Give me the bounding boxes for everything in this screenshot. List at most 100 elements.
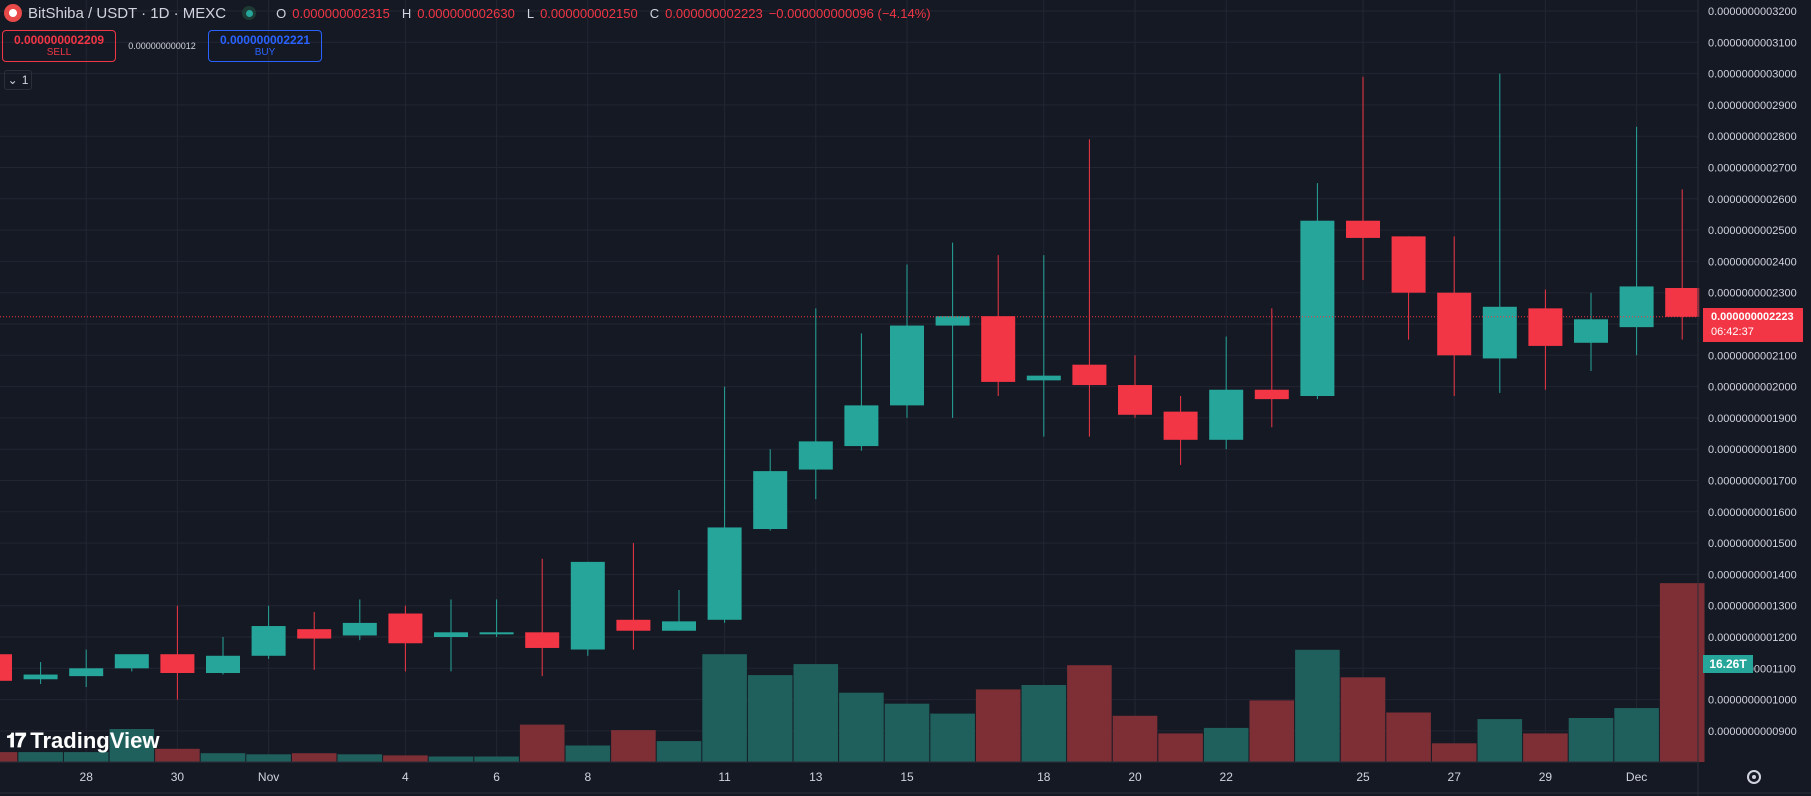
volume-bar [428,756,474,762]
volume-bar [337,754,383,762]
price-tick-label: 0.0000000001900 [1708,413,1797,425]
price-tick-label: 0.0000000001500 [1708,538,1797,550]
ohlc-change-value: −0.000000000096 (−4.14%) [768,5,931,21]
candle-body [1437,292,1472,356]
volume-bar [839,692,884,762]
candle-body [616,619,651,631]
spread-value: 0.000000000012 [128,41,196,51]
price-tick-label: 0.0000000002600 [1708,194,1797,206]
time-tick-label: 15 [900,770,914,784]
time-tick-label: 25 [1356,770,1370,784]
buy-button[interactable]: 0.000000002221 BUY [208,30,322,62]
indicators-toggle-button[interactable]: ⌄ 1 [4,70,32,90]
volume-value-label: 16.26T [1703,655,1753,673]
bar-countdown: 06:42:37 [1711,326,1754,338]
candle-body [1665,288,1700,317]
time-tick-label: 8 [584,770,591,784]
candle-body [251,626,286,656]
time-tick-label: 27 [1448,770,1462,784]
volume-bar [565,745,611,762]
last-price-label: 0.000000002223 06:42:37 [1703,308,1803,342]
buy-label: BUY [254,47,276,58]
trade-panel: 0.000000002209 SELL 0.000000000012 0.000… [2,30,322,62]
candle-body [1528,308,1563,346]
volume-bar [1021,685,1067,762]
tradingview-logo[interactable]: 𝟏𝟕 TradingView [6,728,159,754]
indicators-count: 1 [21,73,29,87]
candle-body [1391,236,1426,293]
candle-body [570,561,605,650]
candle-body [525,632,560,648]
price-tick-label: 0.0000000002300 [1708,288,1797,300]
candle-body [662,621,696,631]
time-tick-label: 22 [1220,770,1234,784]
candle-body [1346,220,1380,238]
volume-bar [383,755,428,762]
volume-bar [109,729,155,762]
price-tick-label: 0.0000000002400 [1708,256,1797,268]
chevron-down-icon: ⌄ [7,73,18,87]
candle-body [114,654,149,669]
candle-body [342,622,377,636]
volume-bar [793,664,839,762]
ohlc-open-key: O [276,5,287,21]
price-tick-label: 0.0000000002000 [1708,382,1797,394]
time-tick-label: 4 [402,770,409,784]
time-tick-label: Nov [258,770,279,784]
candle-body [479,632,514,635]
candle-body [1072,364,1107,386]
settings-gear-icon[interactable] [1747,770,1761,784]
price-tick-label: 0.0000000001700 [1708,476,1797,488]
candle-body [1209,389,1244,440]
sell-button[interactable]: 0.000000002209 SELL [2,30,116,62]
tradingview-wordmark: TradingView [30,728,160,753]
volume-bar [0,752,18,762]
price-tick-label: 0.0000000001600 [1708,507,1797,519]
volume-bar [519,724,565,762]
time-tick-label: 30 [171,770,185,784]
ohlc-low-value: 0.000000002150 [540,5,638,21]
time-tick-label: 28 [80,770,94,784]
volume-bar [63,752,109,762]
volume-bar [884,703,930,762]
candle-body [981,316,1016,382]
volume-bar [975,689,1021,762]
price-tick-label: 0.0000000003000 [1708,69,1797,81]
buy-price: 0.000000002221 [219,33,311,47]
price-tick-label: 0.0000000002500 [1708,225,1797,237]
price-tick-label: 0.0000000002700 [1708,163,1797,175]
last-price-value: 0.000000002223 [1711,311,1794,323]
volume-bar [1386,712,1431,762]
volume-bar [18,752,63,762]
volume-bar [1340,677,1386,762]
price-tick-label: 0.0000000001000 [1708,695,1797,707]
symbol-title[interactable]: BitShiba / USDT · 1D · MEXC [28,4,227,22]
price-tick-label: 0.0000000002100 [1708,350,1797,362]
volume-bar [1477,719,1523,762]
volume-bar [1112,715,1158,762]
sell-label: SELL [46,47,72,58]
candle-body [388,613,423,644]
volume-bar [611,730,656,762]
price-tick-label: 0.0000000001400 [1708,569,1797,581]
ohlc-close-key: C [649,5,660,21]
sell-price: 0.000000002209 [13,33,105,47]
candle-body [1300,220,1335,396]
volume-bar [1067,665,1112,762]
candle-body [798,441,833,470]
candle-body [434,632,468,637]
volume-bar [702,654,747,762]
price-tick-label: 0.0000000003100 [1708,37,1797,49]
volume-bar [930,713,975,762]
tradingview-mark-icon: 𝟏𝟕 [6,729,26,752]
ohlc-close-value: 0.000000002223 [665,5,763,21]
market-status-icon[interactable] [242,6,257,20]
candle-body [1163,411,1198,440]
time-tick-label: 20 [1128,770,1142,784]
volume-bar [747,675,793,762]
candle-body [1118,385,1152,415]
ohlc-open-value: 0.000000002315 [292,5,390,21]
volume-bar [1295,649,1340,762]
price-tick-label: 0.0000000001200 [1708,632,1797,644]
